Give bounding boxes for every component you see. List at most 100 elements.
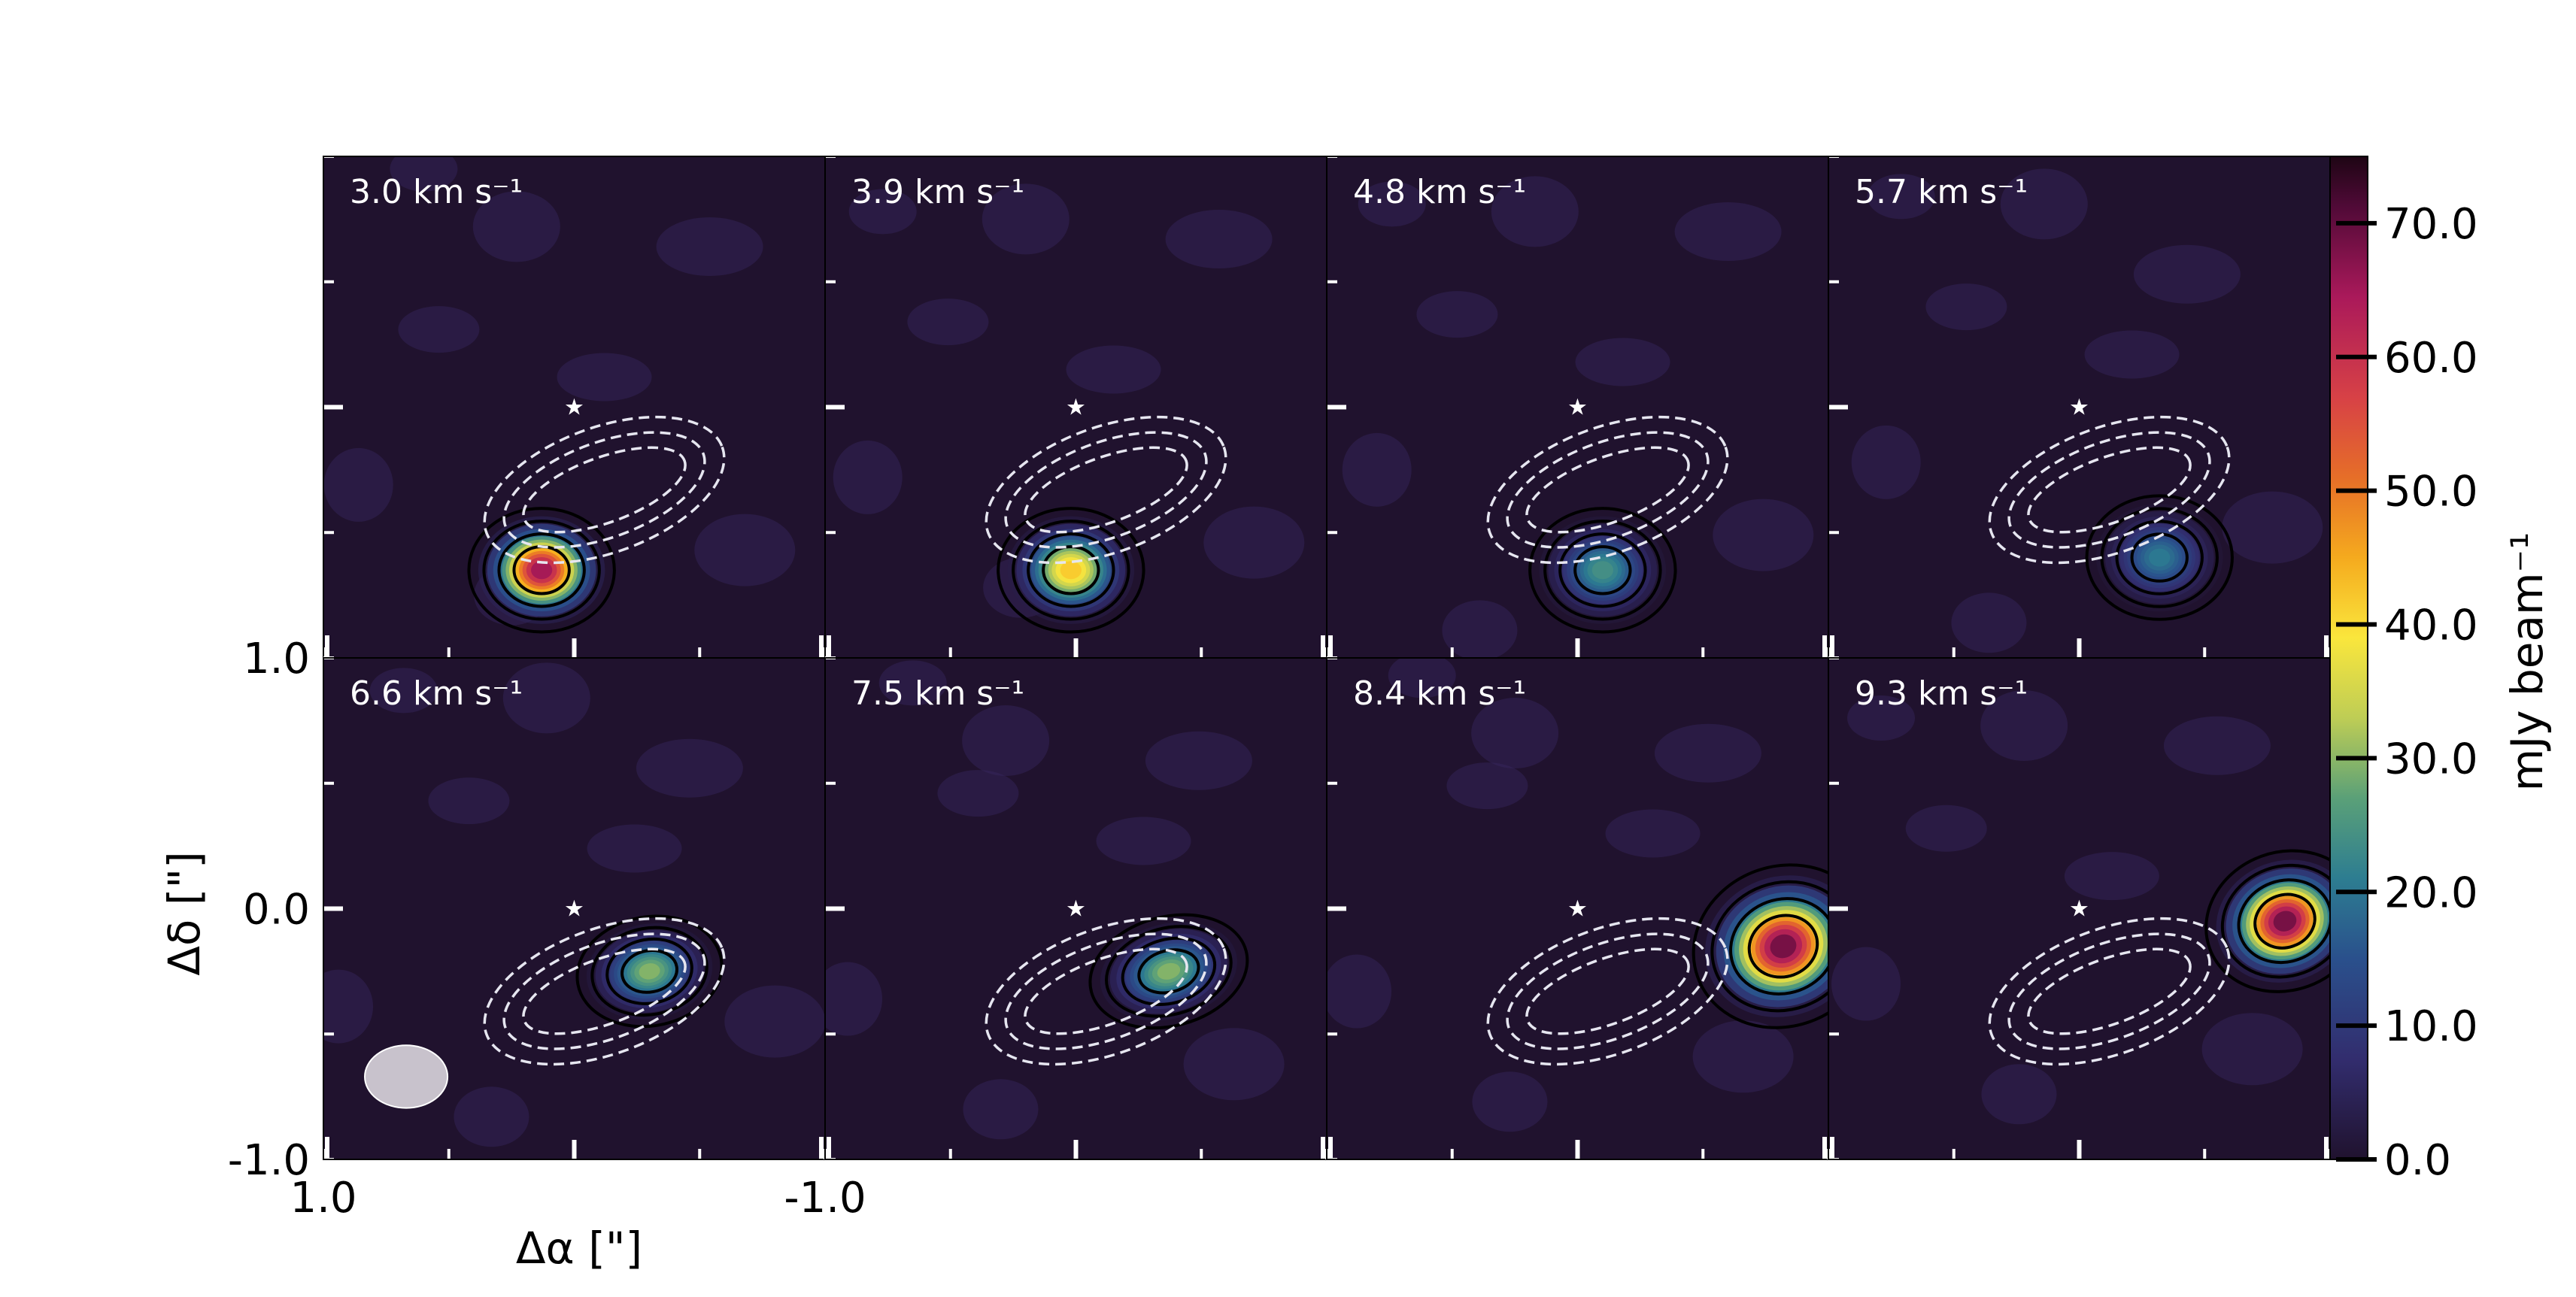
noise-blob [2222, 491, 2323, 564]
noise-blob [1980, 690, 2068, 762]
velocity-label: 6.6 km s⁻¹ [350, 674, 523, 713]
solid-contour [1042, 545, 1100, 595]
noise-blob [1654, 723, 1761, 783]
dashed-contour [1024, 446, 1188, 534]
dashed-contour [1024, 947, 1188, 1035]
solid-contour [1543, 520, 1662, 621]
x-tick-label: 1.0 [290, 1174, 357, 1223]
solid-contour [497, 532, 586, 608]
solid-contour [1747, 914, 1819, 979]
noise-blob [1713, 498, 1814, 571]
solid-contour [1121, 936, 1217, 1007]
y-tick-label: 0.0 [243, 886, 310, 935]
noise-blob [1851, 425, 1921, 499]
noise-blob [2133, 244, 2241, 304]
noise-blob [694, 514, 796, 586]
solid-contour [1558, 532, 1647, 608]
emission-level [639, 963, 660, 980]
solid-contour [2204, 849, 2330, 993]
star-marker: ★ [2069, 395, 2089, 421]
dashed-contour [2007, 932, 2211, 1050]
solid-contour [1729, 897, 1828, 995]
velocity-label: 8.4 km s⁻¹ [1353, 674, 1526, 713]
noise-blob [1471, 698, 1559, 769]
dashed-contour [2027, 446, 2192, 534]
dashed-contour [522, 446, 687, 534]
solid-contour [620, 949, 678, 994]
noise-blob [963, 1079, 1039, 1140]
solid-contour [2253, 892, 2317, 950]
noise-blob [724, 985, 825, 1058]
noise-blob [1867, 174, 1935, 220]
emission-level [2273, 911, 2297, 932]
noise-blob [2084, 330, 2180, 379]
x-tick-label: -1.0 [784, 1174, 866, 1223]
emission-level [1770, 934, 1797, 959]
noise-blob [1066, 345, 1161, 394]
y-tick-label: 1.0 [243, 635, 310, 683]
emission-level [2149, 548, 2171, 567]
noise-blob [1145, 731, 1252, 790]
solid-contour [1105, 925, 1233, 1018]
noise-blob [1925, 283, 2007, 331]
noise-blob [323, 969, 373, 1044]
noise-blob [1981, 1064, 2057, 1125]
dashed-contour [1988, 415, 2231, 565]
colorbar-tick-label: 10.0 [2384, 1002, 2478, 1051]
noise-blob [454, 1086, 529, 1147]
solid-contour [1137, 948, 1200, 995]
y-axis-label: Δδ ["] [159, 851, 210, 976]
beam-ellipse [364, 1044, 449, 1109]
channel-panel: ★ 9.3 km s⁻¹ [1827, 656, 2332, 1161]
colorbar-tick-label: 50.0 [2384, 468, 2478, 517]
solid-contour [482, 520, 601, 621]
noise-blob [1416, 291, 1498, 338]
noise-blob [1472, 1071, 1548, 1132]
solid-contour [1027, 532, 1115, 608]
solid-contour [2115, 520, 2204, 595]
noise-blob [472, 191, 560, 262]
noise-blob [982, 183, 1070, 255]
colorbar-tick-label: 0.0 [2384, 1136, 2451, 1185]
noise-blob [369, 668, 438, 714]
panel-background [1828, 156, 2330, 658]
solid-contour [2085, 494, 2234, 621]
dashed-contour [1525, 947, 1690, 1035]
noise-blob [825, 962, 883, 1036]
noise-blob [2163, 716, 2271, 775]
noise-blob [1905, 805, 1987, 852]
noise-blob [1203, 506, 1305, 579]
colorbar: 0.0 10.0 20.0 30.0 40.0 50.0 60.0 70.0 [2329, 156, 2478, 1185]
noise-blob [323, 447, 393, 522]
channel-panel: ★ 5.7 km s⁻¹ [1827, 155, 2332, 659]
noise-blob [1442, 600, 1518, 658]
solid-contour [575, 914, 724, 1029]
noise-blob [1575, 338, 1670, 386]
velocity-label: 3.0 km s⁻¹ [350, 173, 523, 211]
dashed-contour [1525, 446, 1690, 534]
solid-contour [467, 507, 616, 634]
dashed-contour [502, 932, 706, 1050]
dashed-contour [483, 917, 726, 1066]
channel-panel: ★ 6.6 km s⁻¹ [322, 656, 827, 1161]
dashed-contour [522, 947, 687, 1035]
panel-background [825, 658, 1327, 1159]
solid-contour [1012, 520, 1130, 621]
colorbar-tick-label: 70.0 [2384, 200, 2478, 249]
emission-level [1591, 561, 1613, 580]
noise-blob [937, 770, 1019, 817]
solid-contour [997, 507, 1145, 634]
noise-blob [1388, 658, 1456, 699]
dashed-contour [483, 415, 726, 565]
velocity-label: 9.3 km s⁻¹ [1855, 674, 2028, 713]
star-marker: ★ [1567, 896, 1588, 923]
star-marker: ★ [1066, 896, 1086, 923]
noise-blob [398, 306, 480, 353]
velocity-label: 4.8 km s⁻¹ [1353, 173, 1526, 211]
dashed-contour [1506, 431, 1710, 549]
noise-blob [1342, 432, 1412, 507]
noise-blob [878, 660, 947, 706]
axes-labels: Δα ["] Δδ ["] mJy beam⁻¹ [159, 532, 2553, 1274]
velocity-label: 5.7 km s⁻¹ [1855, 173, 2028, 211]
dashed-contour [985, 415, 1227, 565]
